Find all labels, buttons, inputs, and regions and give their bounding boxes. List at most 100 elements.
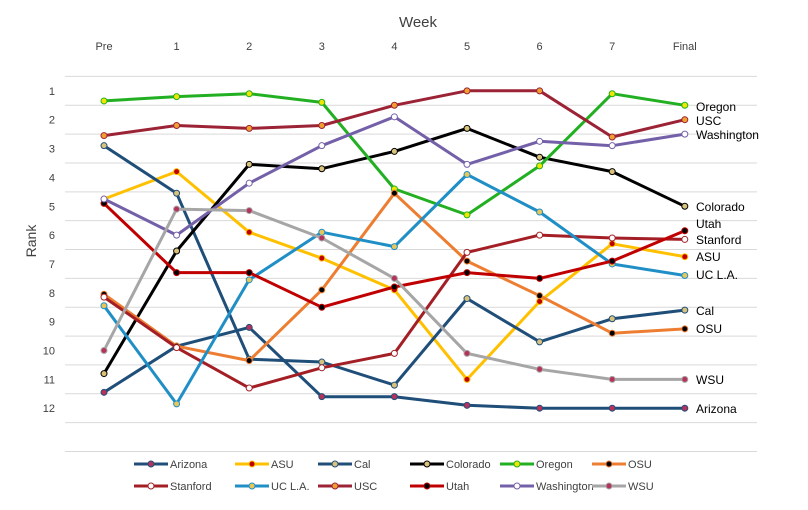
legend-label: Washington	[536, 481, 594, 493]
x-tick-label: Final	[673, 41, 697, 53]
data-point	[681, 325, 689, 333]
data-point	[463, 171, 471, 179]
data-point	[100, 388, 108, 396]
x-tick-label: 1	[174, 41, 180, 53]
data-point	[536, 162, 544, 170]
legend-label: Utah	[446, 481, 469, 493]
data-point	[463, 160, 471, 168]
data-point	[100, 302, 108, 310]
end-labels: Arizona ASU Cal Colorado Oregon OSU Stanford UC…	[696, 100, 759, 416]
end-label: Stanford	[696, 233, 741, 247]
data-point	[245, 357, 253, 365]
data-point	[318, 254, 326, 262]
data-point	[681, 202, 689, 210]
legend-item: WSU	[592, 481, 654, 493]
data-point	[681, 227, 689, 235]
y-tick-label: 12	[43, 403, 55, 415]
data-point	[318, 234, 326, 242]
data-point	[608, 90, 616, 98]
data-point	[245, 179, 253, 187]
data-point	[245, 269, 253, 277]
data-point	[608, 234, 616, 242]
data-point	[463, 401, 471, 409]
legend-swatch-marker	[331, 482, 339, 490]
data-point	[173, 168, 181, 176]
data-point	[318, 364, 326, 372]
data-point	[536, 404, 544, 412]
y-tick-label: 10	[43, 346, 55, 358]
series-usc	[100, 87, 689, 141]
y-tick-label: 3	[49, 144, 55, 156]
legend-swatch-marker	[513, 482, 521, 490]
legend-item: Colorado	[410, 459, 491, 471]
x-tick-label: Pre	[95, 41, 112, 53]
x-axis-title: Week	[399, 14, 438, 31]
legend-item: Utah	[410, 481, 469, 493]
data-point	[245, 160, 253, 168]
data-point	[608, 133, 616, 141]
data-point	[463, 269, 471, 277]
data-point	[536, 338, 544, 346]
data-point	[608, 375, 616, 383]
data-point	[173, 247, 181, 255]
data-point	[390, 147, 398, 155]
legend-swatch-marker	[147, 482, 155, 490]
data-point	[390, 349, 398, 357]
legend-swatch-marker	[605, 460, 613, 468]
end-label: USC	[696, 114, 722, 128]
data-point	[245, 323, 253, 331]
data-point	[608, 315, 616, 323]
series-wsu	[100, 205, 689, 383]
data-point	[390, 393, 398, 401]
data-point	[463, 295, 471, 303]
data-point	[390, 113, 398, 121]
y-axis-title: Rank	[23, 224, 39, 258]
data-point	[681, 404, 689, 412]
data-point	[536, 208, 544, 216]
legend-item: Arizona	[134, 459, 208, 471]
x-tick-labels: Pre 1 2 3 4 5 6 7 Final	[95, 41, 696, 53]
data-point	[100, 132, 108, 140]
legend-item: USC	[318, 481, 377, 493]
y-tick-label: 1	[49, 86, 55, 98]
data-point	[463, 257, 471, 265]
data-point	[463, 87, 471, 95]
data-point	[318, 393, 326, 401]
data-point	[536, 87, 544, 95]
data-point	[536, 365, 544, 373]
y-tick-label: 5	[49, 201, 55, 213]
data-point	[173, 269, 181, 277]
data-point	[463, 124, 471, 132]
series-oregon	[100, 90, 689, 219]
legend-label: Stanford	[170, 481, 212, 493]
x-tick-label: 6	[537, 41, 543, 53]
end-label: UC L.A.	[696, 268, 738, 282]
x-tick-label: 2	[246, 41, 252, 53]
data-point	[536, 137, 544, 145]
data-point	[608, 329, 616, 337]
data-point	[536, 153, 544, 161]
y-tick-label: 2	[49, 115, 55, 127]
data-point	[245, 124, 253, 132]
data-point	[318, 286, 326, 294]
data-point	[681, 235, 689, 243]
data-point	[681, 130, 689, 138]
legend-label: OSU	[628, 459, 652, 471]
legend-item: Oregon	[500, 459, 573, 471]
data-point	[390, 283, 398, 291]
data-point	[536, 274, 544, 282]
data-point	[608, 257, 616, 265]
legend-swatch-marker	[248, 460, 256, 468]
series-colorado	[100, 124, 689, 378]
legend-item: OSU	[592, 459, 652, 471]
legend-swatch-marker	[605, 482, 613, 490]
data-point	[390, 101, 398, 109]
data-point	[390, 381, 398, 389]
legend-swatch-marker	[248, 482, 256, 490]
y-tick-label: 11	[44, 374, 55, 386]
y-tick-label: 4	[49, 172, 55, 184]
data-point	[390, 189, 398, 197]
